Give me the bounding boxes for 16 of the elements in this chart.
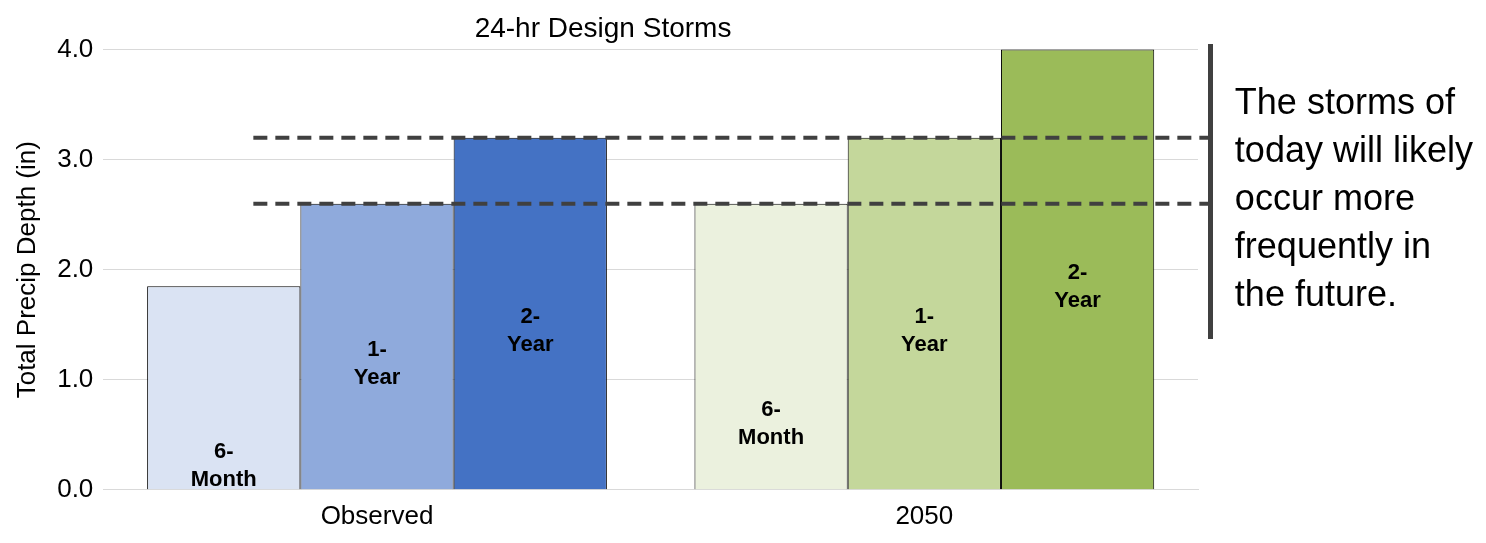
text: 1- Year (901, 303, 948, 357)
chart-title: 24-hr Design Storms (474, 11, 732, 43)
y-tick-label: 1.0 (57, 362, 94, 393)
series-label: 6- Month (190, 437, 257, 491)
y-tick-label: 2.0 (57, 252, 94, 283)
text: 6- Month (738, 396, 805, 450)
text: 2- Year (507, 303, 554, 357)
y-tick-label: 4.0 (57, 32, 94, 63)
series-label: 1- Year (353, 336, 401, 390)
y-tick-label: 0.0 (57, 472, 94, 503)
y-tick-label: 3.0 (57, 142, 94, 173)
y-axis-title: Total Precip Depth (in) (10, 141, 41, 399)
x-tick-label: 2050 (895, 499, 954, 530)
series-label: 2- Year (1054, 259, 1102, 313)
x-tick-label: Observed (320, 499, 434, 530)
text: The storms of today will likely occur more frequently in the future. (1234, 80, 1474, 316)
